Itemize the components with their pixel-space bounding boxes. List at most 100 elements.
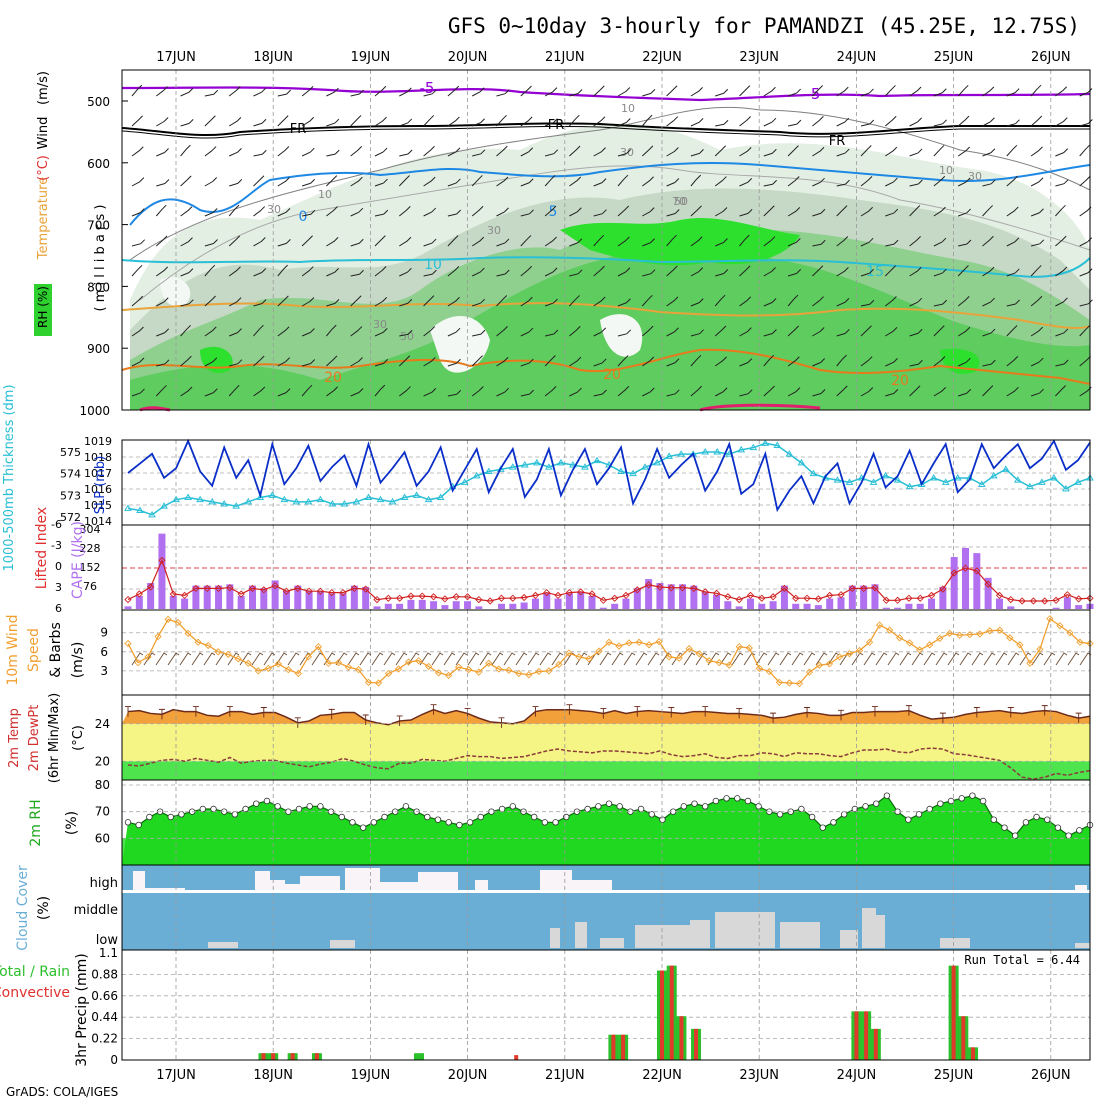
rh-contour-label: 10 [939,164,953,177]
wind-barb [763,179,777,187]
rh-point [712,797,720,805]
temp-band-yellow [122,723,1090,762]
wind-barb [423,238,437,247]
cloud-cover-panel: high middle low Cloud Cover (%) [15,864,1091,951]
wind-barb [1030,146,1043,157]
temp-minmax [668,707,675,718]
thickness-point [893,476,902,483]
wind-barb [958,208,972,217]
thickness-slp-panel: 1019 1018 1017 1016 1015 1014 575 574 573 572 1000… [2,384,1094,572]
thickness-point [280,495,289,503]
wind-barb-10m [719,652,732,666]
rh-point [830,819,837,826]
thickness-point [989,471,998,479]
wind-speed-point [835,653,844,661]
thickness-point [196,495,205,503]
lifted-index-point [1086,594,1094,602]
wind-barb [277,207,291,217]
wind-barb [739,327,752,337]
precip-convective-bar [314,1053,319,1060]
wind-barb-10m [995,652,1008,666]
rh-contour-label: 70 [672,195,686,208]
wind-barb [1079,325,1091,337]
cloud-high-bar [418,872,458,890]
wind-barb [982,328,996,337]
wind-barb [423,89,437,97]
wind-barb [131,357,145,367]
wind-barb [642,238,655,247]
wind-barb [544,236,557,247]
cape-bar [792,603,800,609]
wind-barb-10m [935,652,948,666]
wind-barb [593,116,606,127]
wind10m-axis-label-2: Speed [26,628,42,672]
wind-barb [447,178,461,187]
wind-speed-point [374,679,383,687]
wind-speed-point [936,634,944,643]
thickness-point [376,495,385,503]
pressure-tick-label: 1000 [79,404,110,418]
rh-contour [139,165,1091,301]
lifted-index-point [407,592,415,600]
lifted-index-point [961,564,970,572]
wind-barb [884,265,897,277]
wind-barb [253,87,267,97]
lifted-index-point [667,584,675,592]
wind-barb [739,147,752,157]
cape-bar [1075,605,1083,609]
wind-barb-10m [275,652,288,666]
wind-barb [156,179,170,187]
rh-fill [122,795,1090,865]
temp2m-axis-label-4: (°C) [71,725,86,751]
cloud-low-bar [690,920,710,948]
temp-minmax [1041,705,1048,716]
wind-barb-10m [1007,652,1020,666]
wind-barb [180,206,193,217]
thickness-point [136,506,144,513]
wind-barb [836,117,850,127]
temp-minmax [498,717,505,728]
footer-credit: GrADS: COLA/IGES [6,1085,118,1099]
wind-barb [155,235,168,247]
slp-tick-label: 1018 [84,451,112,464]
thickness-point [761,439,770,446]
temp-minmax [430,704,437,715]
wind-speed-point [725,661,733,669]
wind-barb [544,205,557,217]
temp-minmax [1075,712,1082,724]
wind-speed-point [1006,634,1014,642]
wind-barb [1030,265,1042,277]
wind-barb [350,269,364,277]
wind-barb [593,265,605,277]
wind-barb [374,116,387,127]
wind-barb-10m [839,652,852,666]
wind-barb [957,84,969,97]
temperature-axis-label: Temperature [36,177,51,260]
wind-barb [885,389,899,397]
wind-barb [301,147,315,157]
wind-barb [617,267,631,277]
wind-barb-10m [371,652,384,666]
wind-speed-point [855,646,864,655]
wind-speed-point [635,638,643,646]
thickness-point [232,502,241,509]
wind-barb [520,296,533,307]
temp-tick-label: 20 [95,754,110,768]
date-label-bottom: 23JUN [739,1068,779,1083]
wind-barb [690,236,703,247]
precip-convective-bar [669,965,674,1060]
thickness-point [388,497,397,505]
wind-barb [1006,237,1020,247]
temp-minmax [1007,707,1014,718]
cape-bar [271,580,279,609]
wind-barb [326,386,339,397]
slp-tick-label: 1016 [84,483,112,496]
cape-bar [452,601,460,609]
wind-barb [836,329,850,337]
wind-barb [593,358,607,367]
wind-barb [958,388,972,397]
wind-speed-point [134,658,142,667]
wind-barb [496,269,510,277]
rh-point [659,816,666,823]
